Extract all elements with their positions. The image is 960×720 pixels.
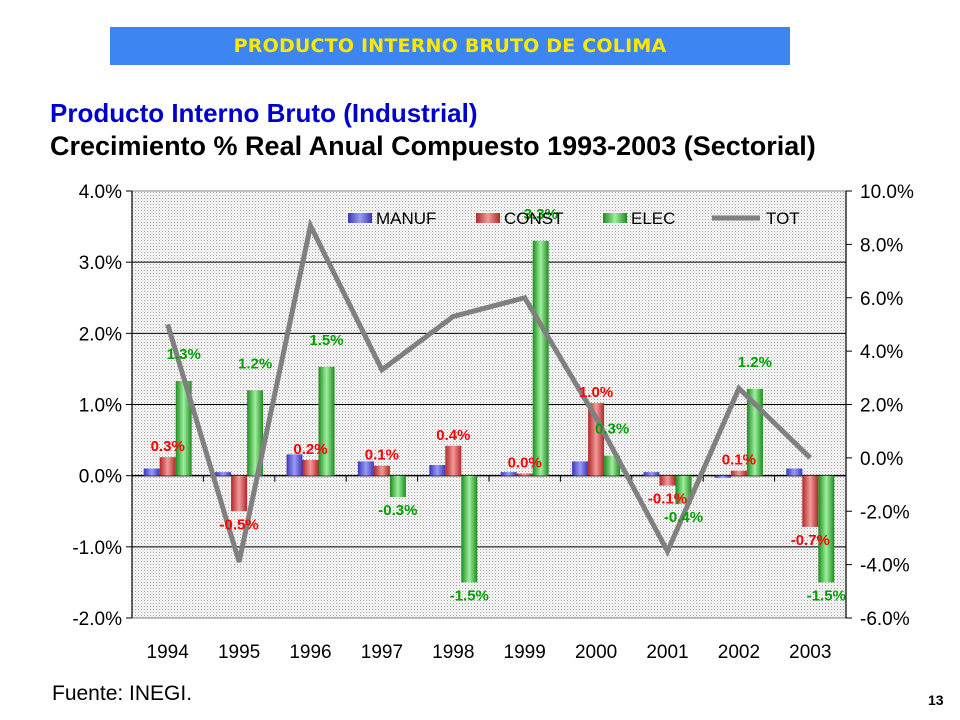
left-axis-tick-label: -2.0% <box>72 609 122 630</box>
x-axis-label: 1999 <box>504 642 546 663</box>
left-axis-tick-label: 3.0% <box>79 253 122 274</box>
x-axis-label: 2000 <box>575 642 617 663</box>
const-bar <box>659 475 676 486</box>
elec-data-label: 1.2% <box>238 355 272 372</box>
const-data-label: 0.2% <box>293 441 327 458</box>
elec-bar <box>532 240 549 476</box>
manuf-bar <box>643 472 660 476</box>
elec-data-label: 1.2% <box>738 354 772 371</box>
elec-data-label: -1.5% <box>450 587 489 604</box>
legend-label: MANUF <box>376 209 436 228</box>
legend-label: TOT <box>766 209 800 228</box>
banner-title: PRODUCTO INTERNO BRUTO DE COLIMA <box>233 35 667 57</box>
right-axis-tick-label: 8.0% <box>860 235 903 256</box>
x-axis-label: 2002 <box>718 642 760 663</box>
const-data-label: 0.1% <box>365 447 399 464</box>
left-axis-tick-label: 1.0% <box>79 396 122 417</box>
right-axis-tick-label: 6.0% <box>860 289 903 310</box>
elec-bar <box>389 475 406 498</box>
elec-data-label: 3.3% <box>524 206 558 223</box>
const-data-label: -0.1% <box>648 491 687 508</box>
elec-data-label: 0.3% <box>595 421 629 438</box>
legend-swatch-const <box>476 213 500 223</box>
elec-bar <box>604 455 621 476</box>
manuf-bar <box>143 468 160 476</box>
right-axis-tick-label: 4.0% <box>860 342 903 363</box>
x-axis-label: 1994 <box>147 642 190 663</box>
right-axis-tick-label: 0.0% <box>860 449 903 470</box>
manuf-bar <box>429 464 446 476</box>
left-axis-tick-label: 4.0% <box>79 182 122 203</box>
legend-label: ELEC <box>631 209 675 228</box>
x-axis-label: 2001 <box>646 642 688 663</box>
elec-bar <box>318 366 335 476</box>
const-data-label: 1.0% <box>579 384 613 401</box>
const-bar <box>302 460 319 476</box>
chart-subtitle: Crecimiento % Real Anual Compuesto 1993-… <box>50 131 816 161</box>
const-bar <box>730 470 747 476</box>
const-bar <box>516 473 533 476</box>
manuf-bar <box>786 468 803 476</box>
const-data-label: 0.3% <box>151 438 185 455</box>
elec-bar <box>675 475 692 505</box>
const-data-label: 0.4% <box>436 427 470 444</box>
const-bar <box>802 475 819 527</box>
left-axis-tick-label: -1.0% <box>72 538 122 559</box>
manuf-bar <box>215 472 232 476</box>
chart-title: Producto Interno Bruto (Industrial) <box>50 98 478 128</box>
right-axis-tick-label: 2.0% <box>860 396 903 417</box>
elec-data-label: -0.3% <box>378 502 417 519</box>
left-axis-tick-label: 0.0% <box>79 467 122 488</box>
elec-data-label: -0.4% <box>664 509 703 526</box>
legend-swatch-manuf <box>348 213 372 223</box>
const-data-label: -0.7% <box>791 532 830 549</box>
const-bar <box>373 465 390 476</box>
manuf-bar <box>357 461 374 476</box>
elec-bar <box>461 475 478 583</box>
elec-data-label: 1.5% <box>309 332 343 349</box>
const-bar <box>231 475 248 512</box>
manuf-bar <box>500 472 517 476</box>
banner: PRODUCTO INTERNO BRUTO DE COLIMA <box>110 27 790 65</box>
tot-line <box>165 218 813 563</box>
manuf-bar <box>714 475 731 478</box>
right-axis-tick-label: -6.0% <box>860 609 910 630</box>
elec-data-label: -1.5% <box>807 587 846 604</box>
const-bar <box>159 457 176 476</box>
manuf-bar <box>572 461 589 476</box>
right-axis-tick-label: -4.0% <box>860 556 910 577</box>
x-axis-label: 2003 <box>789 642 831 663</box>
elec-bar <box>175 381 192 476</box>
right-axis-tick-label: -2.0% <box>860 502 910 523</box>
elec-data-label: 1.3% <box>167 346 201 363</box>
x-axis-label: 1995 <box>218 642 260 663</box>
manuf-bar <box>286 454 303 476</box>
x-axis-label: 1998 <box>432 642 474 663</box>
source-note: Fuente: INEGI. <box>52 682 193 705</box>
elec-bar <box>818 475 835 583</box>
const-data-label: 0.0% <box>508 455 542 472</box>
elec-bar <box>247 390 264 476</box>
x-axis-label: 1997 <box>361 642 403 663</box>
const-bar <box>445 445 462 476</box>
const-data-label: 0.1% <box>722 452 756 469</box>
const-data-label: -0.5% <box>220 516 259 533</box>
left-axis-tick-label: 2.0% <box>79 324 122 345</box>
page-number: 13 <box>928 692 944 708</box>
legend-label: CONST <box>504 209 564 228</box>
right-axis-tick-label: 10.0% <box>860 182 914 203</box>
x-axis-label: 1996 <box>289 642 331 663</box>
legend-swatch-elec <box>603 213 627 223</box>
